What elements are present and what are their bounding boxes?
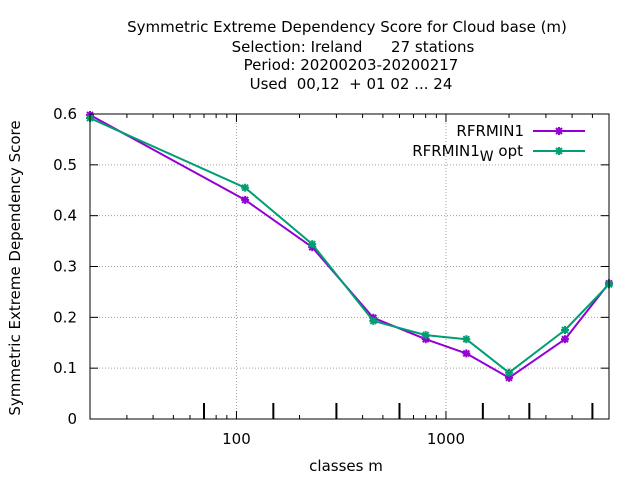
y-tick-label: 0.1 [53, 359, 77, 377]
title-line-3: Period: 20200203-20200217 [244, 56, 459, 74]
data-point [308, 240, 317, 249]
title-line-1: Symmetric Extreme Dependency Score for C… [127, 18, 567, 36]
legend-label: RFRMIN1 [456, 122, 524, 140]
data-point [462, 335, 471, 344]
y-axis-label: Symmetric Extreme Dependency Score [6, 120, 24, 415]
point-stroke [308, 240, 316, 248]
series-line [89, 114, 610, 379]
series-line [89, 117, 610, 374]
series-2 [86, 114, 613, 377]
class-marks [202, 403, 594, 419]
data-point [241, 195, 250, 204]
legend-label: RFRMIN1W opt [412, 142, 523, 165]
y-tick-label: 0.6 [53, 105, 77, 123]
y-tick-label: 0.4 [53, 207, 77, 225]
point-stroke [561, 326, 569, 334]
data-point [561, 335, 569, 344]
y-tick-label: 0.5 [53, 156, 77, 174]
data-point [462, 349, 471, 358]
point-stroke [505, 368, 513, 377]
chart-title: Symmetric Extreme Dependency Score for C… [127, 18, 567, 93]
point-stroke [462, 349, 471, 358]
title-line-4: Used 00,12 + 01 02 ... 24 [250, 75, 453, 93]
x-axis-label: classes m [309, 457, 383, 475]
plot-frame [89, 113, 610, 420]
point-stroke [241, 196, 249, 204]
data-point [505, 368, 513, 377]
legend-swatch-point [555, 147, 563, 155]
point-stroke [462, 335, 471, 343]
data-point [561, 326, 569, 334]
legend-swatch-point [555, 127, 563, 135]
title-line-2: Selection: Ireland 27 stations [232, 38, 475, 56]
grid-lines [90, 114, 609, 419]
point-stroke [241, 183, 249, 192]
legend-item: RFRMIN1W opt [412, 142, 585, 165]
x-tick-label: 100 [222, 430, 251, 448]
data-point [421, 331, 430, 340]
x-tick-label: 1000 [427, 430, 465, 448]
point-stroke [555, 147, 563, 155]
series-lines [86, 111, 613, 382]
data-point [369, 316, 378, 325]
point-stroke [561, 335, 569, 343]
y-tick-labels: 0 0.1 0.2 0.3 0.4 0.5 0.6 [53, 105, 77, 428]
point-stroke [369, 317, 378, 325]
data-point [241, 183, 250, 192]
legend-item: RFRMIN1 [456, 122, 585, 140]
point-stroke [555, 127, 563, 135]
point-stroke [421, 331, 430, 339]
y-tick-label: 0.3 [53, 258, 77, 276]
y-tick-label: 0 [67, 410, 77, 428]
y-tick-label: 0.2 [53, 308, 77, 326]
x-tick-labels: 100 1000 [222, 430, 465, 448]
legend: RFRMIN1 RFRMIN1W opt [412, 122, 585, 165]
